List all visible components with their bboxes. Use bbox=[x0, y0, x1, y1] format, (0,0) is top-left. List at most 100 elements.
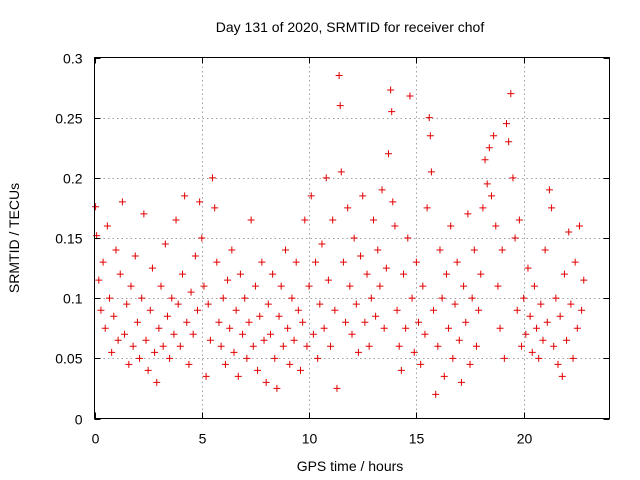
data-point bbox=[378, 186, 386, 194]
data-point bbox=[464, 210, 472, 218]
x-tick-label: 15 bbox=[409, 431, 425, 447]
y-tick-label: 0.05 bbox=[55, 351, 82, 367]
data-point bbox=[335, 72, 343, 80]
data-point bbox=[468, 294, 476, 302]
data-point bbox=[361, 318, 369, 326]
data-point bbox=[550, 342, 558, 350]
data-point bbox=[384, 150, 392, 158]
data-point bbox=[511, 234, 519, 242]
data-point bbox=[427, 168, 435, 176]
data-point bbox=[404, 234, 412, 242]
data-point bbox=[331, 306, 339, 314]
data-point bbox=[226, 324, 234, 332]
data-point bbox=[539, 336, 547, 344]
data-point bbox=[217, 342, 225, 350]
data-point bbox=[481, 156, 489, 164]
data-point bbox=[556, 312, 564, 320]
data-point bbox=[552, 294, 560, 302]
data-point bbox=[537, 300, 545, 308]
data-point bbox=[211, 204, 219, 212]
data-point bbox=[575, 222, 583, 230]
data-point bbox=[204, 300, 212, 308]
data-point bbox=[541, 246, 549, 254]
data-point bbox=[344, 204, 352, 212]
data-point bbox=[241, 294, 249, 302]
data-point bbox=[567, 300, 575, 308]
data-point bbox=[181, 192, 189, 200]
data-point bbox=[260, 336, 268, 344]
data-point bbox=[485, 144, 493, 152]
data-point bbox=[288, 294, 296, 302]
data-point bbox=[342, 318, 350, 326]
data-point bbox=[442, 270, 450, 278]
data-point bbox=[155, 324, 163, 332]
data-point bbox=[350, 234, 358, 242]
data-point bbox=[440, 372, 448, 380]
data-point bbox=[524, 264, 532, 272]
data-point bbox=[535, 354, 543, 362]
data-point bbox=[234, 372, 242, 380]
data-point bbox=[419, 282, 427, 290]
data-point bbox=[369, 216, 377, 224]
data-point bbox=[445, 324, 453, 332]
data-point bbox=[206, 336, 214, 344]
data-point bbox=[269, 270, 277, 278]
data-point bbox=[520, 294, 528, 302]
data-point bbox=[316, 300, 324, 308]
data-point bbox=[284, 324, 292, 332]
data-point bbox=[106, 294, 114, 302]
data-point bbox=[436, 246, 444, 254]
data-point bbox=[251, 282, 259, 290]
data-point bbox=[430, 306, 438, 314]
data-point bbox=[301, 216, 309, 224]
data-point bbox=[159, 342, 167, 350]
data-point bbox=[472, 342, 480, 350]
data-point bbox=[185, 360, 193, 368]
y-tick-label: 0 bbox=[75, 412, 83, 428]
data-point bbox=[578, 306, 586, 314]
data-point bbox=[174, 300, 182, 308]
data-point bbox=[563, 336, 571, 344]
data-point bbox=[103, 222, 111, 230]
data-point bbox=[560, 270, 568, 278]
data-point bbox=[176, 342, 184, 350]
data-point bbox=[408, 294, 416, 302]
data-point bbox=[393, 306, 401, 314]
y-tick-label: 0.25 bbox=[55, 111, 82, 127]
data-point bbox=[327, 342, 335, 350]
data-point bbox=[151, 348, 159, 356]
data-point bbox=[131, 252, 139, 260]
data-point bbox=[460, 282, 468, 290]
data-point bbox=[389, 198, 397, 206]
data-point bbox=[397, 366, 405, 374]
data-point bbox=[337, 168, 345, 176]
data-point bbox=[129, 342, 137, 350]
y-tick-label: 0.15 bbox=[55, 231, 82, 247]
data-point bbox=[554, 360, 562, 368]
data-point bbox=[116, 270, 124, 278]
data-point bbox=[447, 222, 455, 230]
data-point bbox=[239, 330, 247, 338]
data-point bbox=[209, 174, 217, 182]
data-point bbox=[483, 180, 491, 188]
data-point bbox=[415, 318, 423, 326]
data-point bbox=[449, 354, 457, 362]
data-point bbox=[518, 342, 526, 350]
data-point bbox=[571, 258, 579, 266]
data-point bbox=[505, 138, 513, 146]
data-point bbox=[545, 186, 553, 194]
data-point bbox=[515, 216, 523, 224]
data-point bbox=[492, 222, 500, 230]
data-point bbox=[198, 234, 206, 242]
data-point bbox=[232, 306, 240, 314]
data-point bbox=[475, 306, 483, 314]
data-point bbox=[125, 360, 133, 368]
data-point bbox=[118, 198, 126, 206]
data-point bbox=[97, 306, 105, 314]
data-point bbox=[462, 318, 470, 326]
data-point bbox=[367, 294, 375, 302]
data-point bbox=[565, 228, 573, 236]
data-point bbox=[133, 318, 141, 326]
y-tick-label: 0.3 bbox=[63, 51, 83, 67]
data-point bbox=[271, 354, 279, 362]
